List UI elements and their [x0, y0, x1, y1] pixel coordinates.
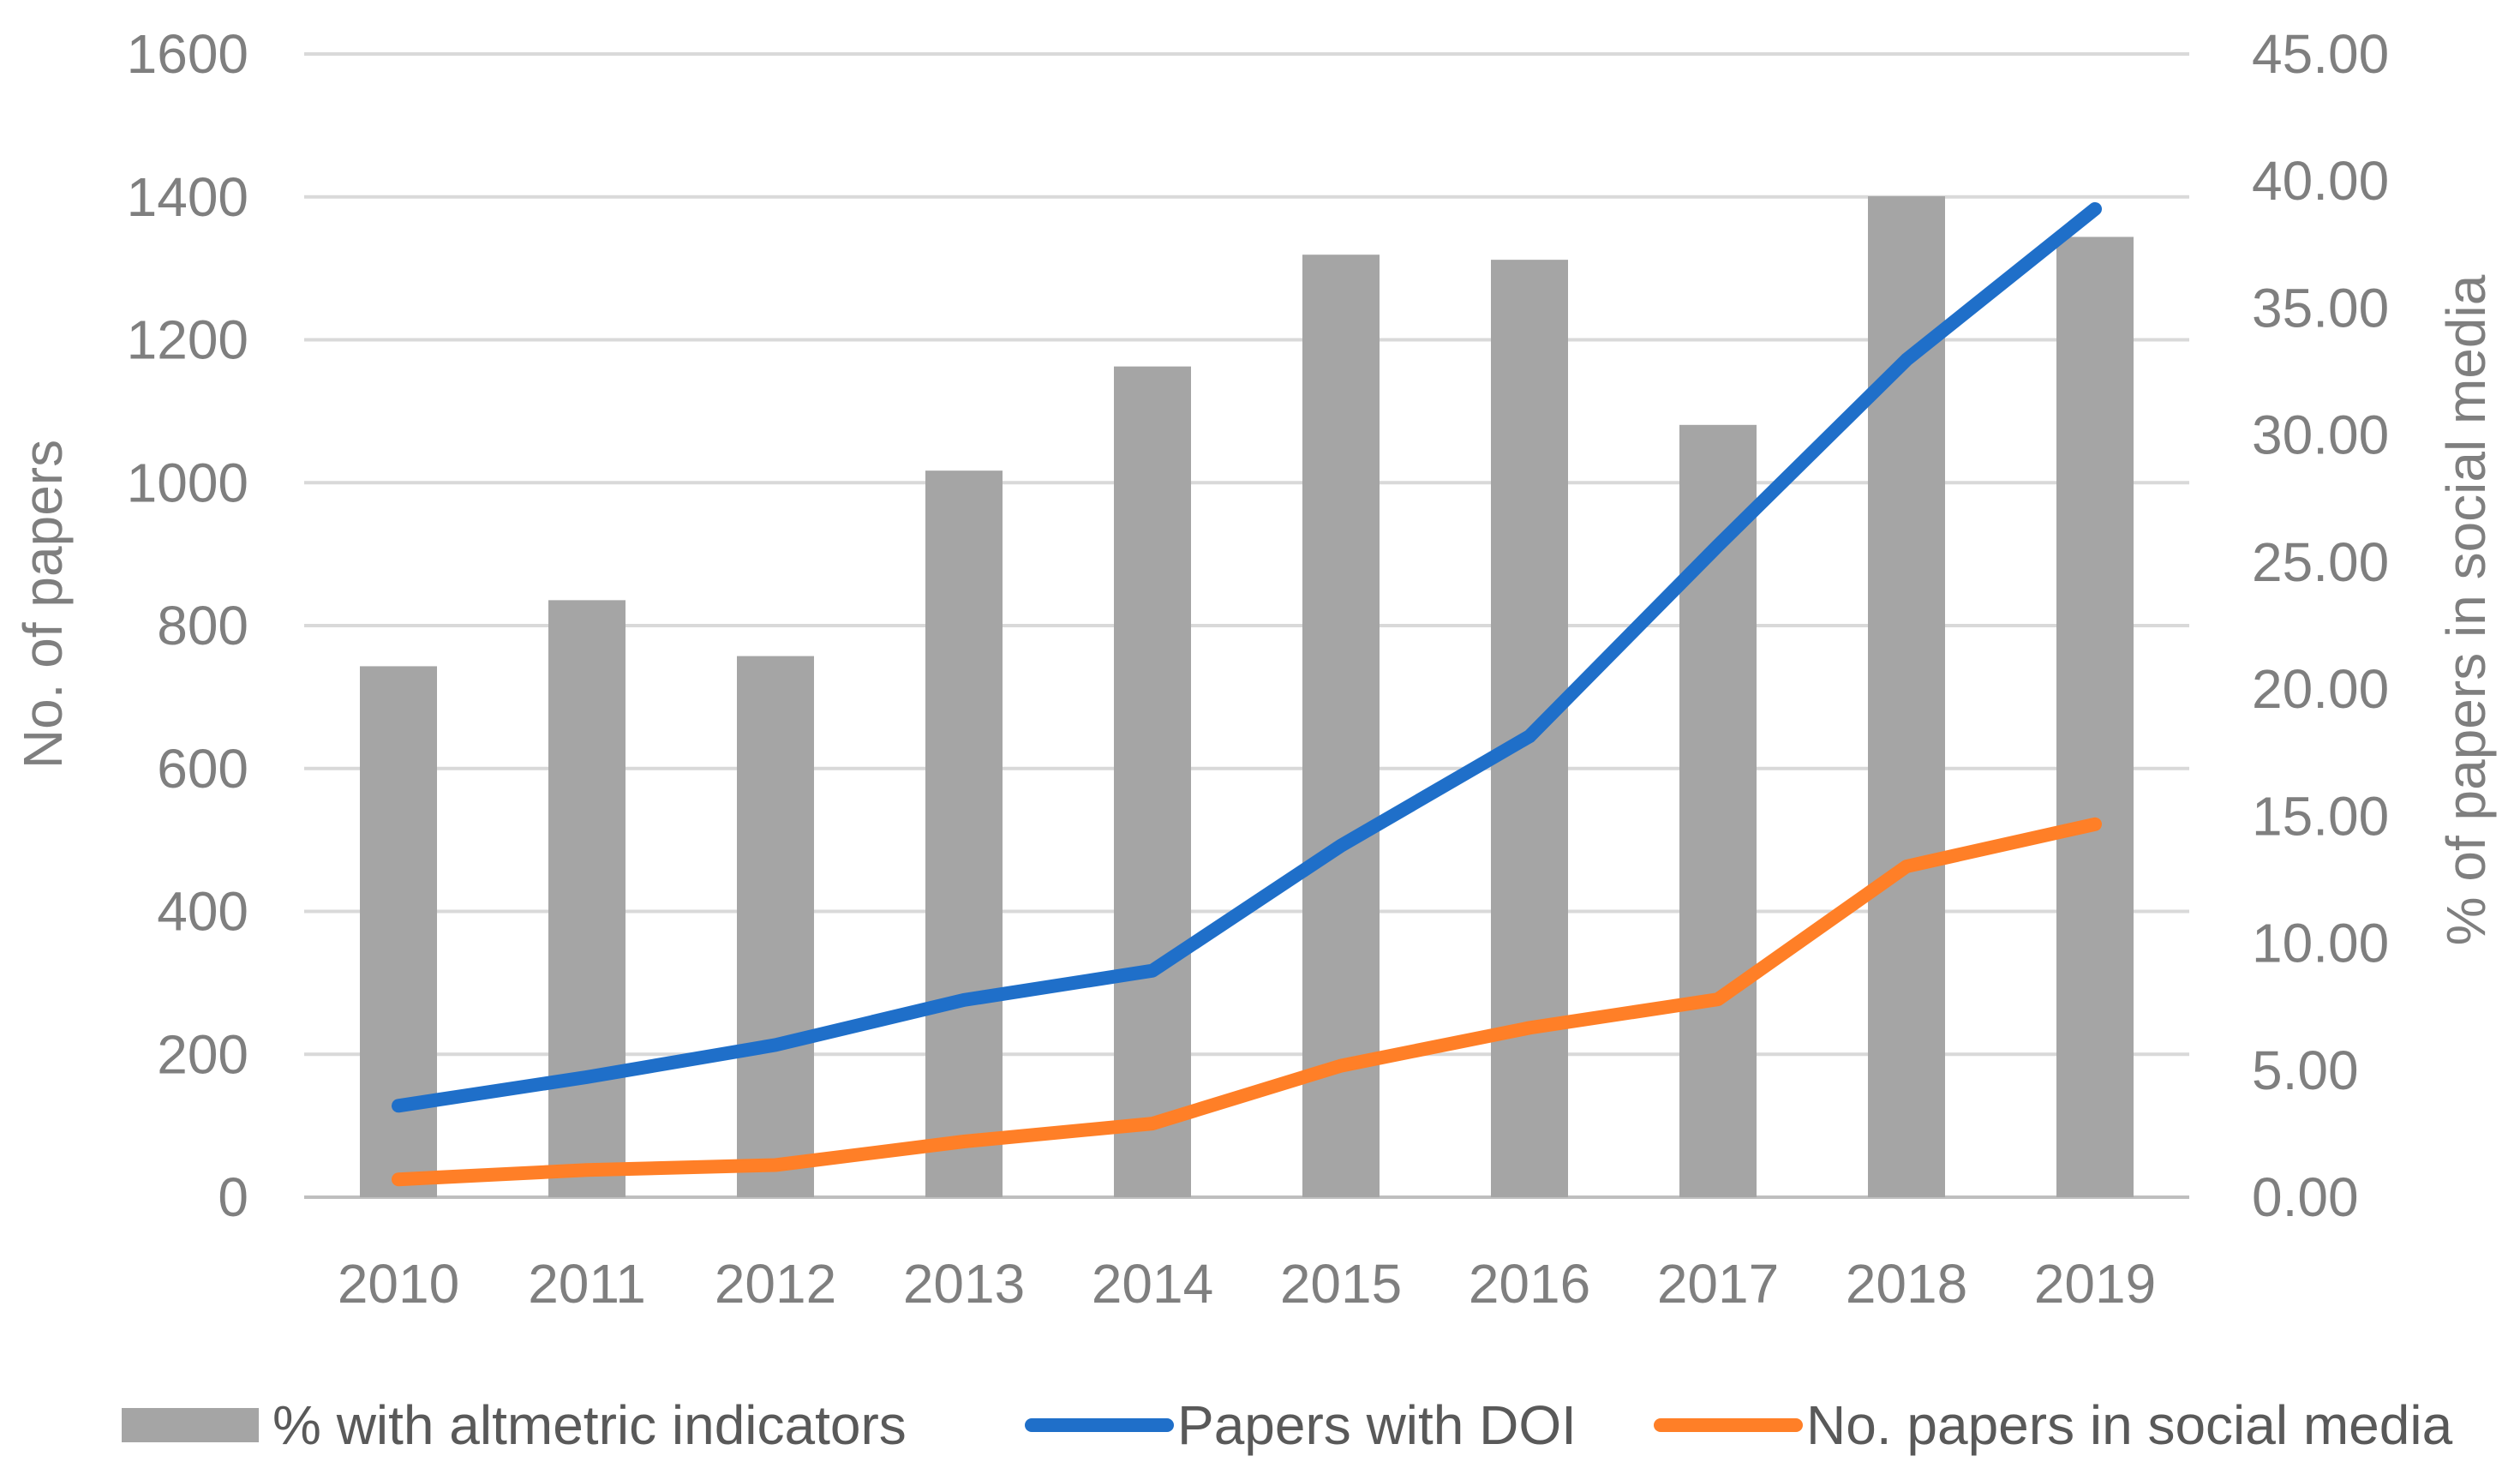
legend: % with altmetric indicators Papers with …: [122, 1394, 2453, 1456]
left-tick-label: 1000: [127, 452, 248, 513]
line-series-0: [392, 201, 2102, 1113]
bar-2012: [737, 656, 814, 1197]
left-tick-label: 1400: [127, 166, 248, 228]
bar-series: [360, 196, 2134, 1198]
right-tick-label: 15.00: [2252, 785, 2389, 847]
right-tick-label: 30.00: [2252, 404, 2389, 466]
right-tick-label: 10.00: [2252, 913, 2389, 974]
legend-label-social: No. papers in social media: [1806, 1394, 2453, 1456]
x-tick-label: 2017: [1657, 1253, 1779, 1315]
x-tick-label: 2012: [715, 1253, 836, 1315]
right-tick-label: 5.00: [2252, 1040, 2359, 1101]
right-tick-label: 35.00: [2252, 277, 2389, 339]
x-tick-label: 2018: [1846, 1253, 1967, 1315]
right-tick-label: 20.00: [2252, 658, 2389, 720]
bar-2011: [548, 600, 626, 1197]
right-tick-label: 45.00: [2252, 23, 2389, 85]
left-tick-label: 600: [157, 738, 248, 800]
left-tick-label: 200: [157, 1023, 248, 1085]
bar-2019: [2056, 237, 2134, 1198]
x-tick-label: 2014: [1092, 1253, 1213, 1315]
right-tick-label: 40.00: [2252, 150, 2389, 212]
left-tick-label: 1200: [127, 309, 248, 371]
x-tick-label: 2011: [528, 1253, 646, 1315]
x-tick-label: 2013: [903, 1253, 1025, 1315]
bar-2015: [1302, 255, 1380, 1197]
x-tick-label: 2019: [2034, 1253, 2156, 1315]
left-axis-title: No. of papers: [12, 440, 74, 769]
x-tick-label: 2015: [1280, 1253, 1402, 1315]
right-tick-label: 25.00: [2252, 531, 2389, 593]
x-axis-ticks: 2010 2011 2012 2013 2014 2015 2016 2017 2018 2019: [338, 1253, 2156, 1315]
x-tick-label: 2016: [1469, 1253, 1590, 1315]
left-tick-label: 0: [218, 1166, 248, 1228]
right-axis-ticks: 0.00 5.00 10.00 15.00 20.00 25.00 30.00 35.00 40…: [2252, 23, 2389, 1228]
line-series-1: [392, 817, 2102, 1187]
bar-2014: [1114, 366, 1191, 1197]
left-axis-ticks: 0 200 400 600 800 1000 1200 1400 1600: [127, 23, 248, 1228]
left-tick-label: 800: [157, 595, 248, 656]
left-tick-label: 400: [157, 881, 248, 943]
right-axis-title: % of papers in social media: [2435, 274, 2497, 945]
x-tick-label: 2010: [338, 1253, 459, 1315]
right-tick-label: 0.00: [2252, 1166, 2359, 1228]
line-series: [392, 201, 2102, 1187]
legend-swatch-bars: [122, 1408, 259, 1442]
left-tick-label: 1600: [127, 23, 248, 85]
bar-2010: [360, 666, 437, 1197]
bar-2013: [925, 470, 1003, 1197]
legend-label-doi: Papers with DOI: [1177, 1394, 1577, 1456]
legend-label-bars: % with altmetric indicators: [272, 1394, 907, 1456]
